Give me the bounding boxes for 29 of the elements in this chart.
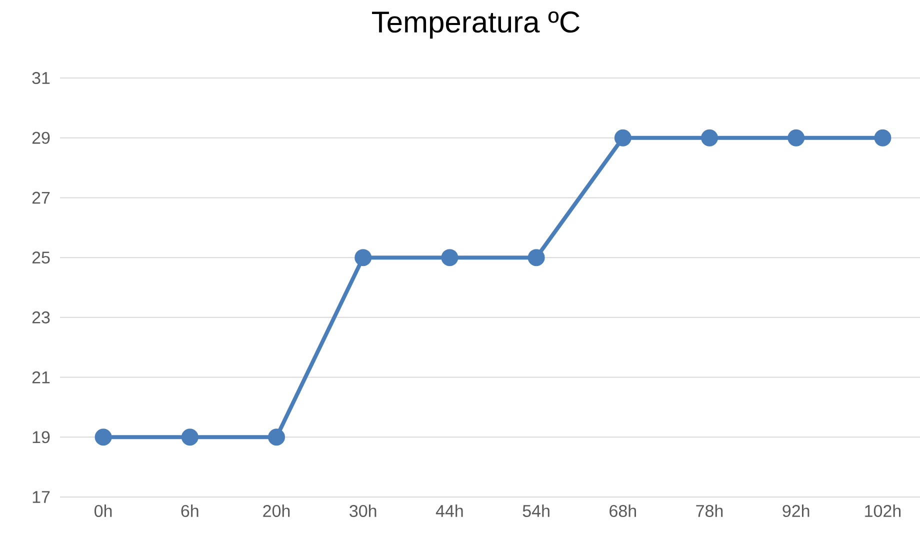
point bbox=[788, 129, 805, 146]
y-tick-label: 23 bbox=[32, 311, 50, 324]
point bbox=[441, 249, 458, 266]
x-tick-label: 68h bbox=[610, 504, 636, 518]
point bbox=[181, 428, 198, 446]
point bbox=[701, 129, 718, 146]
y-tick-label: 17 bbox=[32, 491, 50, 503]
chart-title: Temperatura ºC bbox=[372, 11, 580, 39]
y-tick-label: 29 bbox=[32, 132, 50, 144]
x-tick-label: 78h bbox=[696, 504, 723, 518]
x-tick-label: 30h bbox=[350, 504, 376, 518]
point bbox=[614, 129, 632, 146]
x-tick-label: 102h bbox=[865, 504, 900, 518]
point bbox=[528, 249, 545, 266]
y-tick-label: 27 bbox=[32, 192, 50, 204]
y-tick-label: 25 bbox=[32, 252, 50, 264]
point bbox=[874, 129, 892, 146]
x-tick-label: 0h bbox=[94, 504, 112, 518]
point bbox=[354, 249, 372, 266]
y-tick-label: 31 bbox=[32, 72, 50, 84]
y-tick-label: 19 bbox=[32, 431, 50, 444]
y-tick-label: 21 bbox=[32, 371, 50, 384]
x-tick-label: 44h bbox=[436, 504, 463, 517]
point bbox=[94, 428, 112, 446]
x-tick-label: 6h bbox=[181, 504, 198, 518]
point bbox=[268, 428, 286, 446]
x-tick-label: 92h bbox=[782, 504, 810, 518]
x-tick-label: 20h bbox=[263, 504, 290, 518]
x-tick-label: 54h bbox=[522, 504, 550, 518]
